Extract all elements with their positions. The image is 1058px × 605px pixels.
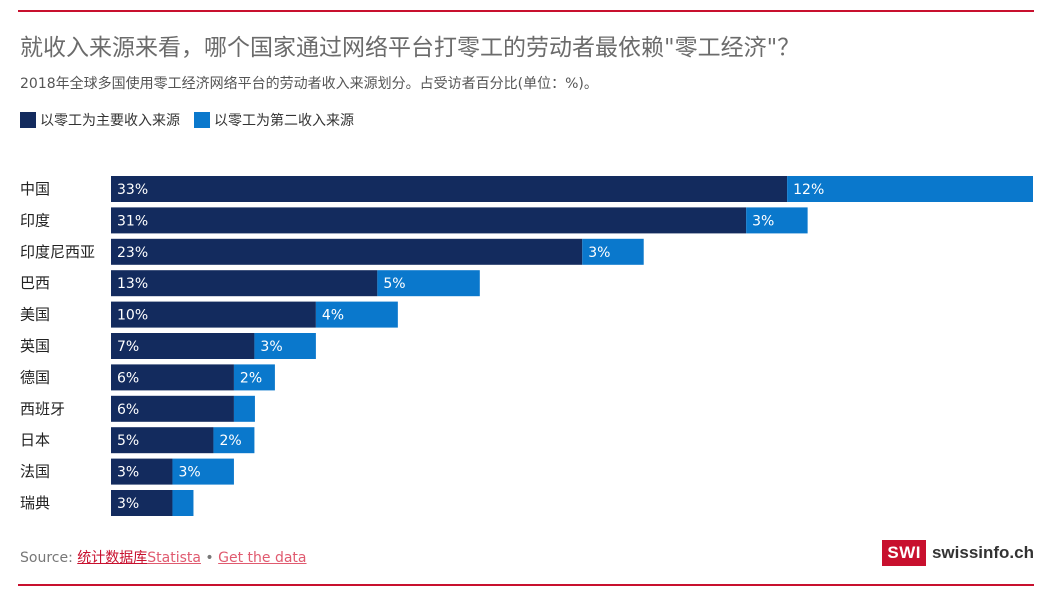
data-label: 6%: [117, 370, 139, 386]
source-line: Source: 统计数据库Statista • Get the data: [20, 547, 307, 567]
bar-row: 瑞典 3%: [20, 490, 194, 516]
bar-secondary: [254, 333, 316, 359]
data-label: 3%: [178, 465, 200, 481]
site-name: swissinfo.ch: [931, 543, 1034, 562]
bar-primary: [111, 270, 378, 297]
swi-logo: SWI: [882, 540, 926, 566]
category-label: 瑞典: [20, 494, 50, 512]
bar-secondary: [315, 301, 398, 328]
bar-secondary: [172, 458, 234, 485]
legend-label-primary: 以零工为主要收入来源: [40, 113, 180, 129]
category-label: 德国: [20, 368, 50, 386]
chart-subtitle: 2018年全球多国使用零工经济网络平台的劳动者收入来源划分。占受访者百分比(单位…: [20, 76, 598, 92]
bar-primary: [111, 395, 234, 422]
data-label: 3%: [117, 465, 139, 481]
data-label: 5%: [383, 276, 405, 292]
legend-swatch-secondary: [194, 112, 210, 128]
bar-primary: [111, 238, 583, 265]
bar-secondary: [377, 270, 480, 297]
data-label: 7%: [117, 339, 139, 355]
bar-row: 英国 7% 3%: [20, 333, 316, 359]
bar-chart: 中国 33% 12% 印度 31% 3% 印度尼西亚 23% 3% 巴西 13% 5% 美国 10% 4% 英…: [20, 176, 1033, 516]
bar-row: 德国 6% 2%: [20, 364, 275, 391]
data-label: 10%: [117, 308, 148, 324]
bar-row: 中国 33% 12%: [20, 176, 1033, 202]
source-separator: •: [205, 550, 214, 566]
bottom-rule: [18, 584, 1034, 586]
category-label: 印度: [20, 211, 50, 229]
data-label: 33%: [117, 182, 148, 198]
data-label: 6%: [117, 402, 139, 418]
data-label: 3%: [588, 245, 610, 261]
category-label: 英国: [20, 337, 50, 355]
chart-title: 就收入来源来看，哪个国家通过网络平台打零工的劳动者最依赖"零工经济"？: [20, 35, 801, 61]
source-link-statista[interactable]: Statista: [147, 550, 201, 566]
bar-primary: [111, 427, 214, 454]
data-label: 4%: [322, 308, 344, 324]
category-label: 法国: [20, 463, 50, 481]
bar-primary: [111, 333, 255, 359]
bar-row: 日本 5% 2%: [20, 427, 255, 454]
data-label: 5%: [117, 433, 139, 449]
legend-item-secondary: 以零工为第二收入来源: [194, 110, 354, 130]
bar-secondary: [746, 207, 808, 234]
bar-secondary: [787, 176, 1033, 202]
bar-primary: [111, 364, 234, 391]
category-label: 中国: [20, 180, 50, 198]
bar-secondary: [233, 364, 275, 391]
source-link-cn[interactable]: 统计数据库: [77, 550, 148, 566]
legend-label-secondary: 以零工为第二收入来源: [214, 113, 354, 129]
data-label: 3%: [117, 496, 139, 512]
get-data-link[interactable]: Get the data: [218, 550, 307, 566]
legend: 以零工为主要收入来源 以零工为第二收入来源: [20, 110, 368, 130]
data-label: 12%: [793, 182, 824, 198]
bar-row: 美国 10% 4%: [20, 301, 398, 328]
bar-secondary: [233, 395, 255, 422]
category-label: 巴西: [20, 274, 50, 292]
data-label: 31%: [117, 213, 148, 229]
data-label: 3%: [260, 339, 282, 355]
bar-primary: [111, 301, 316, 328]
data-label: 3%: [752, 213, 774, 229]
category-label: 日本: [20, 431, 50, 449]
brand[interactable]: SWI swissinfo.ch: [882, 540, 1034, 566]
bar-row: 西班牙 6%: [20, 395, 255, 422]
bar-primary: [111, 490, 173, 516]
legend-swatch-primary: [20, 112, 36, 128]
source-prefix: Source:: [20, 550, 73, 566]
data-label: 23%: [117, 245, 148, 261]
legend-item-primary: 以零工为主要收入来源: [20, 110, 180, 130]
bar-secondary: [172, 490, 194, 516]
bar-row: 印度 31% 3%: [20, 207, 808, 234]
bar-primary: [111, 458, 173, 485]
category-label: 美国: [20, 306, 50, 324]
bar-primary: [111, 207, 747, 234]
data-label: 2%: [240, 370, 262, 386]
bar-row: 法国 3% 3%: [20, 458, 234, 485]
category-label: 印度尼西亚: [20, 243, 95, 261]
data-label: 2%: [219, 433, 241, 449]
bar-primary: [111, 176, 788, 202]
bar-secondary: [582, 238, 644, 265]
data-label: 13%: [117, 276, 148, 292]
bar-row: 巴西 13% 5%: [20, 270, 480, 297]
bar-row: 印度尼西亚 23% 3%: [20, 238, 644, 265]
bar-secondary: [213, 427, 255, 454]
top-rule: [18, 10, 1034, 12]
category-label: 西班牙: [20, 400, 65, 418]
